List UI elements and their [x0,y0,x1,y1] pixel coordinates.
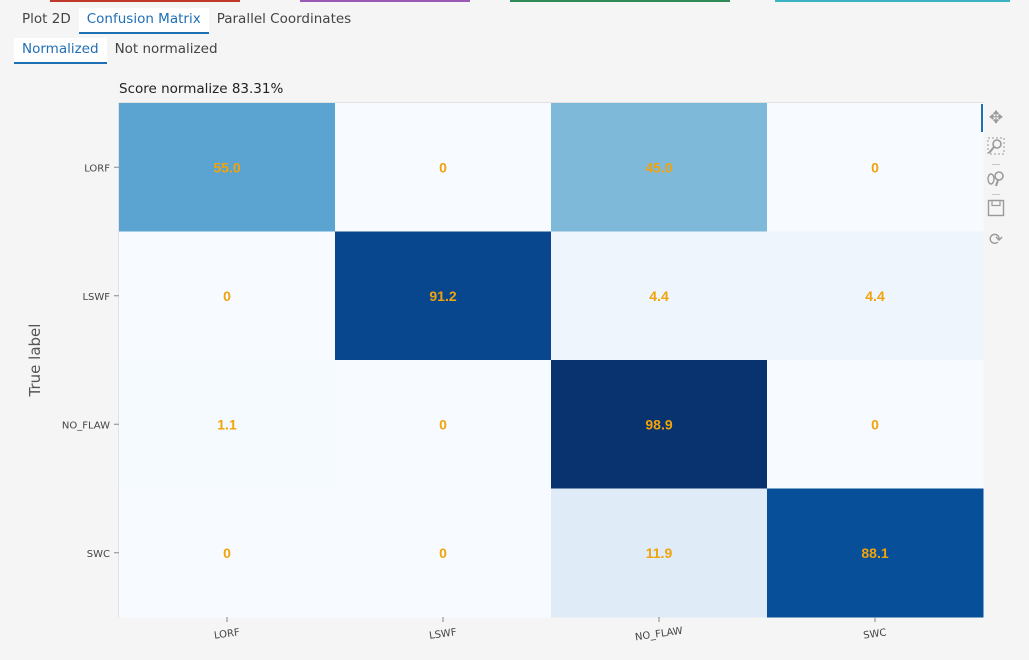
toolbar-separator [992,164,1000,165]
heatmap-cell [335,360,552,489]
cell-value-label: 0 [871,416,879,432]
heatmap-cell [335,231,552,361]
y-tick-label: LSWF [82,292,110,303]
heatmap-cell [335,103,552,232]
heatmap-cell [767,488,984,618]
x-tick-label: NO_FLAW [634,626,683,644]
active-tool-indicator [981,104,983,132]
stripe-segment [300,0,470,2]
cell-value-label: 0 [439,416,447,432]
heatmap-cell [335,488,552,618]
cell-value-label: 0 [223,288,231,304]
cell-value-label: 98.9 [645,416,672,432]
heatmap-cell [119,231,336,361]
heatmap-cell [551,360,768,489]
tab-confusion-matrix[interactable]: Confusion Matrix [78,8,209,34]
y-tick-label: NO_FLAW [62,420,110,431]
chart-title: Score normalize 83.31% [119,81,284,97]
stripe-segment [510,0,730,2]
tab-not-normalized[interactable]: Not normalized [114,41,218,57]
cell-value-label: 11.9 [646,545,673,561]
x-tick-label: LORF [213,627,240,642]
heatmap-cell [767,103,984,232]
cell-value-label: 4.4 [865,288,885,304]
cell-value-label: 88.1 [861,545,888,561]
toolbar-separator [992,194,1000,195]
y-tick-label: SWC [87,549,110,560]
tab-plot-2d[interactable]: Plot 2D [22,11,71,27]
heatmap-cell [119,103,336,232]
x-tick-label: SWC [863,627,888,641]
heatmap-cell [551,103,768,232]
heatmap-cell [767,231,984,361]
normalization-tabs: Normalized Not normalized [14,38,226,64]
pan-icon[interactable]: ✥ [988,108,1004,128]
heatmap-cell [551,231,768,361]
cell-value-label: 55.0 [213,159,240,175]
cell-value-label: 0 [439,159,447,175]
stripe-segment [775,0,1010,2]
heatmap-cell [767,360,984,489]
top-color-stripe [0,0,1029,2]
cell-value-label: 0 [871,159,879,175]
stripe-segment [50,0,240,2]
x-tick-label: LSWF [429,627,458,642]
wheel-zoom-icon[interactable] [984,168,1008,192]
heatmap-cell [551,488,768,618]
y-axis-title: True label [26,324,44,398]
box-zoom-icon[interactable] [984,136,1008,160]
tab-normalized[interactable]: Normalized [14,38,107,64]
save-icon[interactable] [984,198,1008,222]
cell-value-label: 0 [223,545,231,561]
cell-value-label: 91.2 [429,288,456,304]
reset-icon[interactable]: ⟳ [988,230,1004,250]
heatmap-cell [119,360,336,489]
y-tick-label: LORF [84,163,110,174]
cell-value-label: 0 [439,545,447,561]
cell-value-label: 4.4 [649,288,669,304]
heatmap-cell [119,488,336,618]
cell-value-label: 45.0 [645,159,672,175]
main-tabs: Plot 2D Confusion Matrix Parallel Coordi… [14,8,359,34]
tab-parallel-coordinates[interactable]: Parallel Coordinates [216,11,352,27]
cell-value-label: 1.1 [217,416,237,432]
